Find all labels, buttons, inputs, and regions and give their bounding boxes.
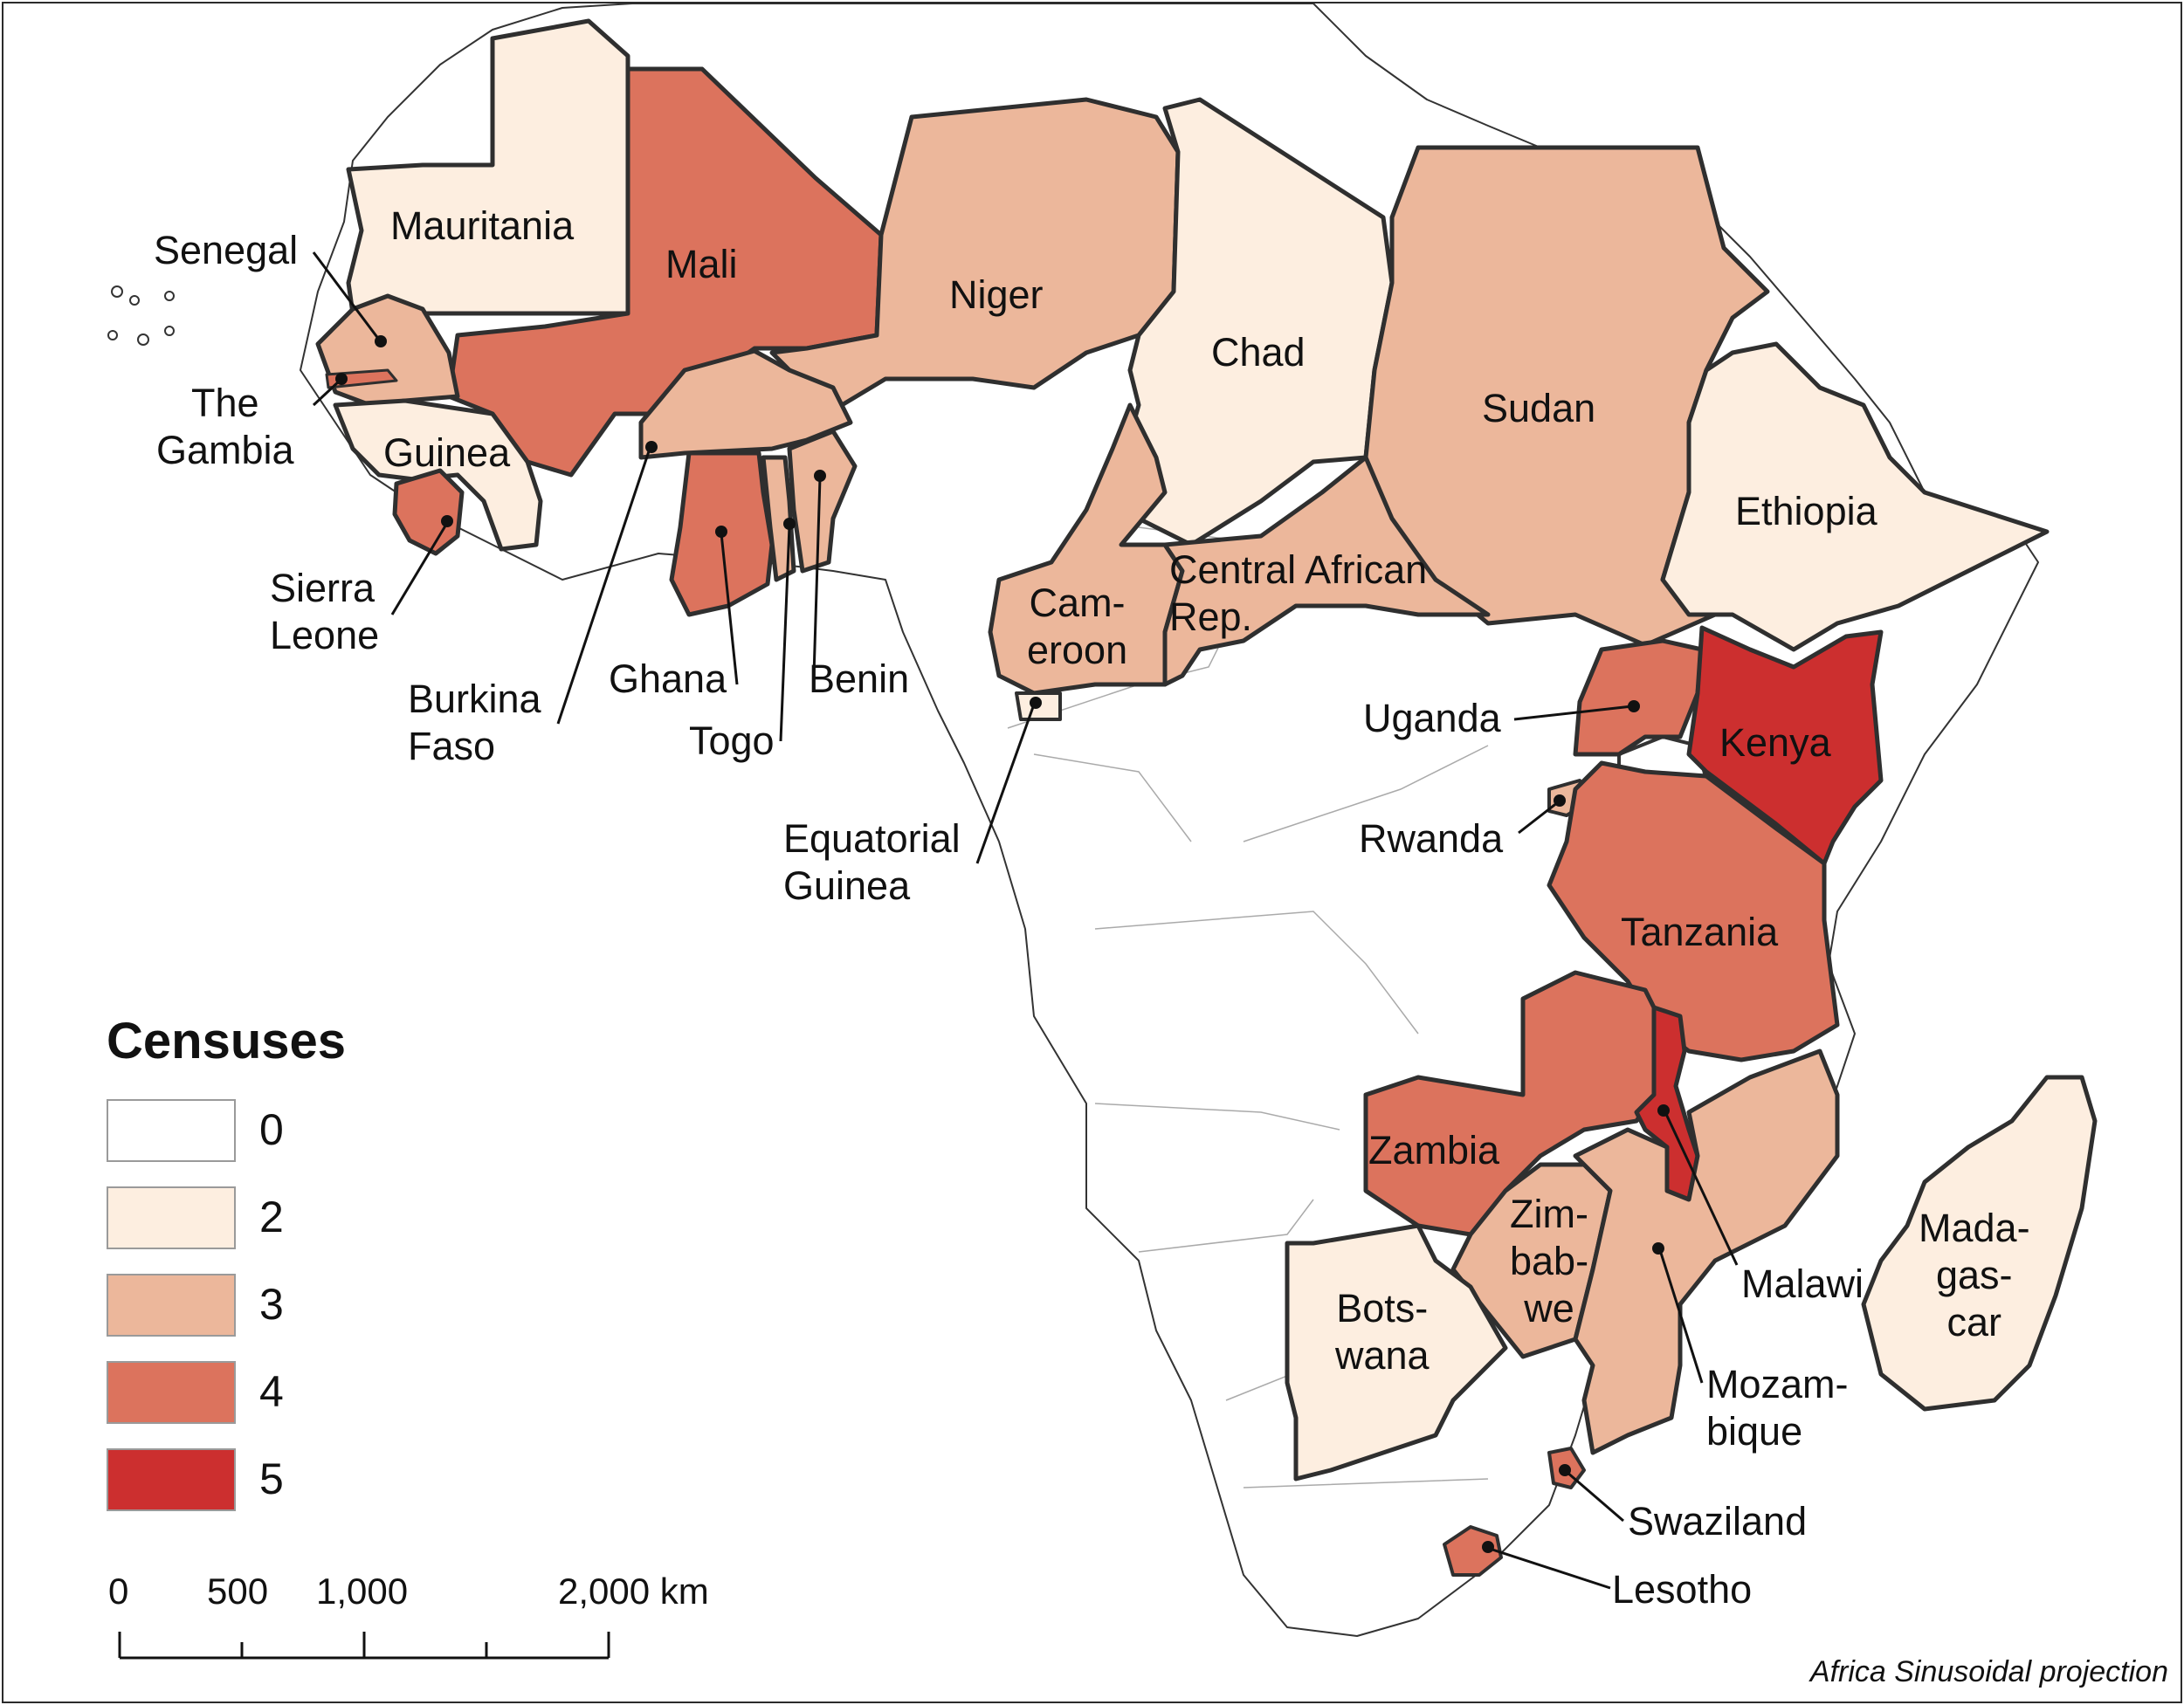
label-car-line1: Central African: [1169, 547, 1428, 592]
scale-label-2000: 2,000 km: [558, 1571, 709, 1612]
label-zimbabwe-line2: bab-: [1510, 1239, 1589, 1283]
country-tanzania: [1547, 760, 1840, 1062]
label-mauritania: Mauritania: [390, 203, 575, 248]
legend-swatch-2: [107, 1186, 236, 1249]
legend-label-3: 3: [259, 1280, 284, 1329]
label-sierra-leone: Sierra Leone: [270, 565, 379, 659]
label-togo: Togo: [689, 718, 775, 763]
label-rwanda: Rwanda: [1359, 816, 1504, 861]
country-cameroon: [988, 402, 1185, 696]
label-burkina-faso-line2: Faso: [408, 724, 496, 768]
legend-row-0: 0: [107, 1099, 369, 1165]
label-madagascar: Mada- gas- car: [1919, 1205, 2030, 1346]
label-guinea: Guinea: [383, 430, 511, 475]
scale-label-500: 500: [207, 1571, 269, 1612]
label-gambia-line2: Gambia: [156, 428, 294, 472]
label-tanzania: Tanzania: [1621, 910, 1779, 954]
country-mauritania: [346, 18, 630, 316]
legend-row-4: 4: [107, 1361, 369, 1427]
label-madagascar-line2: gas-: [1936, 1253, 2013, 1297]
label-zambia: Zambia: [1368, 1128, 1500, 1172]
label-equatorial-guinea: Equatorial Guinea: [783, 815, 961, 910]
label-senegal: Senegal: [154, 228, 299, 272]
country-central-african-rep: [1162, 455, 1491, 687]
label-botswana-line1: Bots-: [1336, 1286, 1429, 1330]
legend-row-2: 2: [107, 1186, 369, 1253]
label-swaziland: Swaziland: [1628, 1499, 1808, 1543]
label-sudan: Sudan: [1482, 386, 1596, 430]
label-burkina-faso-line1: Burkina: [408, 677, 541, 721]
scale-label-0: 0: [108, 1571, 129, 1612]
label-gambia: The Gambia: [156, 380, 294, 474]
islands-west: [107, 285, 175, 346]
label-zimbabwe: Zim- bab- we: [1510, 1191, 1588, 1332]
legend-swatch-5: [107, 1448, 236, 1511]
legend-row-3: 3: [107, 1274, 369, 1340]
country-kenya: [1686, 625, 1884, 866]
legend-label-5: 5: [259, 1454, 284, 1503]
label-ghana: Ghana: [609, 657, 727, 701]
leader-lines: [312, 251, 1739, 1590]
label-mozambique-line1: Mozam-: [1706, 1362, 1849, 1406]
scale-bar: [118, 1632, 610, 1660]
country-togo: [761, 455, 796, 582]
country-sierra-leone: [392, 468, 465, 556]
label-zimbabwe-line3: we: [1524, 1286, 1574, 1330]
africa-map: [107, 3, 2098, 1660]
label-zimbabwe-line1: Zim-: [1510, 1192, 1589, 1236]
label-central-african-rep: Central African Rep.: [1169, 547, 1427, 641]
label-malawi: Malawi: [1741, 1262, 1864, 1306]
label-niger: Niger: [949, 272, 1044, 317]
label-cameroon: Cam- eroon: [1027, 580, 1127, 674]
label-gambia-line1: The: [191, 381, 259, 425]
scale-label-1000: 1,000: [316, 1571, 409, 1612]
label-chad: Chad: [1211, 330, 1306, 375]
label-car-line2: Rep.: [1169, 595, 1253, 639]
label-ethiopia: Ethiopia: [1735, 489, 1877, 533]
label-cameroon-line2: eroon: [1027, 628, 1128, 672]
country-mali: [446, 66, 884, 478]
label-botswana: Bots- wana: [1335, 1285, 1430, 1379]
legend-label-4: 4: [259, 1367, 284, 1416]
label-kenya: Kenya: [1719, 720, 1831, 765]
legend-title: Censuses: [107, 1013, 347, 1069]
label-cameroon-line1: Cam-: [1029, 581, 1126, 625]
legend-swatch-3: [107, 1274, 236, 1337]
country-mozambique: [1573, 1048, 1840, 1455]
legend-swatch-0: [107, 1099, 236, 1162]
label-lesotho: Lesotho: [1612, 1567, 1753, 1612]
label-burkina-faso: Burkina Faso: [408, 676, 541, 770]
legend-row-5: 5: [107, 1448, 369, 1515]
country-burkina-faso: [638, 348, 853, 460]
legend-swatch-4: [107, 1361, 236, 1424]
projection-note: Africa Sinusoidal projection: [1809, 1655, 2168, 1688]
label-madagascar-line1: Mada-: [1919, 1206, 2030, 1250]
label-mozambique: Mozam- bique: [1706, 1361, 1849, 1455]
country-madagascar: [1861, 1075, 2098, 1412]
label-benin: Benin: [809, 657, 910, 701]
legend-label-2: 2: [259, 1193, 284, 1241]
country-niger: [769, 97, 1181, 408]
country-uganda: [1573, 638, 1705, 757]
label-mali: Mali: [665, 242, 738, 286]
label-madagascar-line3: car: [1946, 1300, 2002, 1344]
label-uganda: Uganda: [1363, 696, 1501, 740]
legend-label-0: 0: [259, 1105, 284, 1154]
country-botswana: [1285, 1223, 1508, 1482]
label-eq-guinea-line2: Guinea: [783, 863, 911, 908]
label-sierra-leone-line2: Leone: [270, 613, 380, 657]
label-eq-guinea-line1: Equatorial: [783, 816, 961, 861]
country-lesotho: [1443, 1525, 1503, 1577]
label-botswana-line2: wana: [1335, 1333, 1430, 1378]
country-ethiopia: [1660, 341, 2050, 652]
label-sierra-leone-line1: Sierra: [270, 566, 375, 610]
country-benin: [787, 429, 858, 574]
label-mozambique-line2: bique: [1706, 1409, 1803, 1454]
